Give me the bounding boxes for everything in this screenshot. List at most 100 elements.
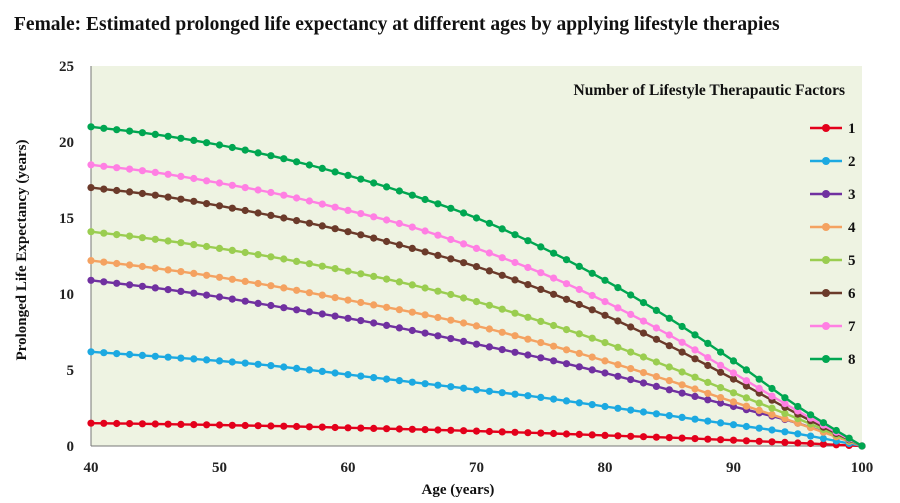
y-tick-label: 20 [59, 135, 74, 151]
data-point [267, 211, 275, 219]
x-tick-label: 50 [212, 460, 227, 476]
data-point [742, 402, 751, 410]
data-point [588, 353, 596, 361]
y-tick-labels: 0 5 10 15 20 25 [59, 59, 74, 455]
data-point [151, 284, 159, 292]
data-point [395, 425, 403, 433]
data-point [614, 343, 622, 351]
data-point [151, 130, 159, 138]
data-point [293, 257, 301, 265]
data-point [395, 187, 403, 195]
series-5 [87, 228, 866, 450]
data-point [318, 310, 326, 318]
y-tick-label: 15 [59, 211, 74, 227]
data-point [228, 295, 236, 303]
data-point [639, 329, 648, 337]
legend-label: 3 [848, 187, 856, 203]
data-point [691, 331, 699, 339]
data-point [383, 321, 391, 329]
data-point [550, 342, 558, 350]
data-point [203, 139, 211, 147]
data-point [717, 348, 725, 356]
data-point [434, 231, 442, 239]
data-point [357, 270, 365, 278]
data-point [717, 436, 725, 444]
data-point [562, 430, 571, 438]
data-point [665, 412, 673, 420]
data-point [434, 381, 442, 389]
data-point [383, 303, 391, 311]
data-point [395, 324, 403, 332]
data-point [190, 289, 198, 297]
data-point [562, 397, 571, 405]
data-point [781, 394, 789, 402]
data-point [164, 353, 172, 361]
legend-label: 4 [848, 220, 856, 236]
legend-swatch-marker [822, 256, 830, 264]
legend-label: 7 [848, 319, 856, 335]
data-point [704, 339, 712, 347]
data-point [421, 311, 429, 319]
data-point [331, 225, 339, 233]
data-point [447, 255, 455, 263]
data-point [498, 271, 506, 279]
data-point [614, 372, 622, 380]
data-point [537, 429, 545, 437]
data-point [498, 254, 506, 262]
data-point [434, 426, 442, 434]
data-point [203, 291, 211, 299]
data-point [550, 357, 558, 365]
data-point [460, 384, 468, 392]
data-point [717, 399, 725, 407]
data-point [87, 419, 95, 427]
data-point [280, 214, 288, 222]
data-point [357, 424, 365, 432]
data-point [627, 365, 635, 373]
data-point [639, 379, 648, 387]
data-point [511, 231, 519, 239]
data-point [383, 183, 391, 191]
data-point [614, 304, 622, 312]
data-point [100, 185, 108, 193]
data-point [781, 400, 789, 408]
data-point [344, 314, 352, 322]
data-point [537, 354, 545, 362]
y-tick-label: 5 [67, 363, 75, 379]
data-point [781, 428, 789, 436]
data-point [370, 319, 378, 327]
data-point [575, 262, 583, 270]
data-point [318, 367, 326, 375]
data-point [485, 301, 493, 309]
data-point [177, 420, 185, 428]
data-point [447, 383, 455, 391]
data-point [588, 269, 596, 277]
data-point [537, 393, 545, 401]
data-point [691, 392, 699, 400]
data-point [280, 191, 288, 199]
data-point [87, 161, 95, 169]
data-point [215, 202, 224, 210]
data-point [164, 132, 172, 140]
data-point [678, 389, 686, 397]
data-point [781, 415, 789, 423]
data-point [729, 389, 738, 397]
data-point [408, 326, 416, 335]
data-point [460, 319, 468, 327]
data-point [588, 366, 596, 374]
data-point [190, 241, 198, 249]
data-point [601, 311, 609, 319]
data-point [447, 235, 455, 244]
x-tick-label: 60 [341, 460, 356, 476]
legend-label: 5 [848, 253, 856, 269]
data-point [498, 305, 506, 313]
x-tick-label: 90 [726, 460, 741, 476]
data-point [845, 434, 853, 442]
data-point [164, 286, 172, 294]
data-point [691, 373, 699, 381]
data-point [318, 423, 326, 431]
data-point [344, 424, 352, 432]
data-point [293, 286, 301, 294]
data-point [395, 278, 403, 286]
data-point [485, 325, 493, 333]
data-point [344, 206, 352, 214]
